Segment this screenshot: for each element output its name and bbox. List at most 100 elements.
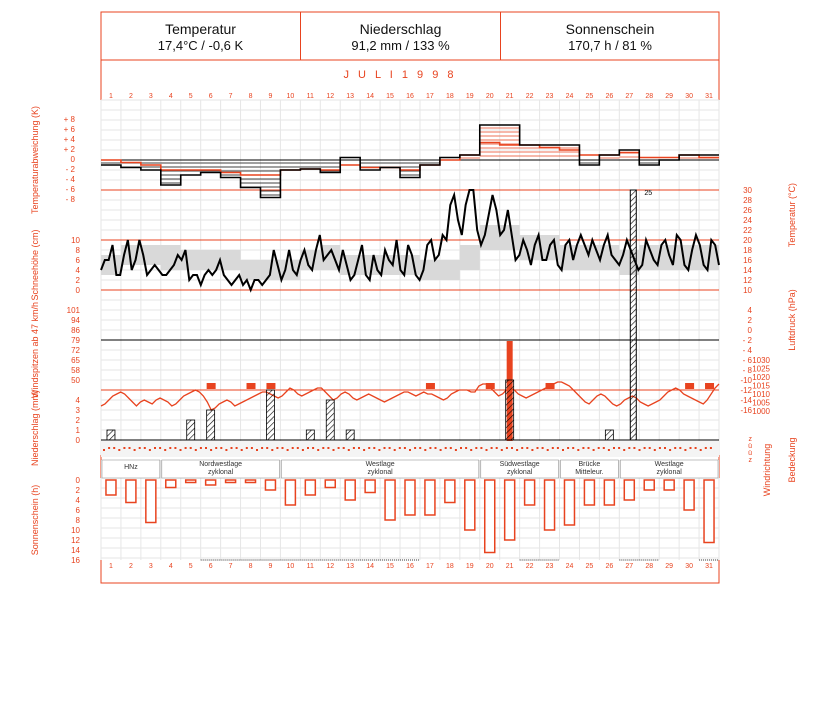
- wind-tick: 94: [71, 316, 80, 325]
- wind-direction-dot: [179, 449, 182, 451]
- day-label-top: 13: [346, 93, 354, 100]
- wind-direction-dot: [633, 447, 636, 449]
- wind-direction-dot: [669, 449, 672, 451]
- day-label-bottom: 7: [229, 563, 233, 570]
- deviation-cell: [300, 160, 320, 169]
- wind-peak-bar: [425, 383, 435, 389]
- precip-tick: 0: [76, 436, 81, 445]
- day-label-bottom: 29: [665, 563, 673, 570]
- sunshine-bar: [583, 479, 596, 506]
- wind-direction-dot: [658, 447, 661, 449]
- wind-direction-dot: [572, 447, 575, 449]
- weather-type-label: zyklonal: [507, 469, 533, 476]
- wind-direction-dot: [256, 449, 258, 451]
- wind-direction-dot: [240, 449, 243, 451]
- wind-direction-dot: [118, 449, 121, 451]
- day-label-bottom: 27: [625, 563, 633, 570]
- wind-direction-dot: [592, 449, 595, 451]
- wind-direction-dot: [577, 449, 580, 451]
- deviation-right-tick: - 8: [743, 366, 753, 375]
- day-label-top: 17: [426, 93, 434, 100]
- pressure-line: [100, 381, 720, 411]
- deviation-right-tick: -10: [740, 376, 752, 385]
- wind-direction-dot: [164, 449, 167, 451]
- weather-type-cell: [161, 459, 280, 479]
- pressure-tick: 1010: [752, 390, 770, 399]
- weather-type-cell: [281, 459, 480, 479]
- wind-direction-dot: [460, 447, 462, 449]
- day-label-top: 7: [229, 93, 233, 100]
- temp-tick-right: 24: [743, 216, 752, 225]
- sunshine-bar: [464, 479, 476, 531]
- temp-tick-right: 10: [743, 286, 752, 295]
- day-label-top: 4: [169, 93, 173, 100]
- wind-direction-dot: [388, 447, 391, 449]
- wind-direction-dot: [296, 447, 299, 449]
- sunshine-tick: 0: [76, 476, 81, 485]
- deviation-right-tick: - 2: [743, 336, 753, 345]
- wind-direction-dot: [271, 449, 274, 451]
- wind-direction-dot: [210, 449, 213, 451]
- wind-direction-dot: [148, 449, 151, 451]
- day-label-bottom: 26: [605, 563, 613, 570]
- wind-direction-dot: [235, 447, 238, 449]
- day-label-bottom: 23: [546, 563, 554, 570]
- wind-direction-dot: [291, 447, 294, 449]
- wind-direction-dot: [628, 447, 631, 449]
- wind-direction-dot: [143, 447, 146, 449]
- weather-type-label: Westlage: [655, 461, 684, 468]
- temp-tick-right: 28: [743, 196, 752, 205]
- wind-direction-dot: [123, 447, 126, 449]
- precip-tick: 4: [76, 396, 81, 405]
- weather-type-label: HNz: [124, 464, 138, 471]
- weather-type-cell: [101, 459, 161, 479]
- wind-peak-bar: [206, 383, 216, 389]
- precip-bar: [604, 429, 614, 441]
- wind-direction-dot: [327, 447, 330, 449]
- wind-tick: 86: [71, 326, 80, 335]
- wind-peak-bar: [705, 383, 715, 389]
- wind-direction-dot: [546, 449, 549, 451]
- precip-tick: 2: [76, 416, 81, 425]
- wind-marker-spike: [629, 189, 637, 441]
- wind-direction-dot: [194, 449, 197, 451]
- wind-direction-dot: [276, 447, 279, 449]
- wind-direction-dot: [409, 449, 411, 451]
- wind-direction-dot: [342, 447, 345, 449]
- wind-direction-dot: [531, 449, 534, 451]
- precip-bar: [325, 399, 335, 441]
- day-label-top: 28: [645, 93, 653, 100]
- cloud-glyph: ü: [748, 443, 752, 450]
- sunshine-bar: [184, 479, 197, 484]
- day-label-top: 3: [149, 93, 153, 100]
- wind-direction-dot: [307, 447, 309, 449]
- day-label-bottom: 8: [249, 563, 253, 570]
- wind-direction-dot: [511, 447, 513, 449]
- wind-direction-dot: [103, 449, 105, 451]
- deviation-cell: [560, 145, 580, 160]
- wind-direction-dot: [398, 447, 401, 449]
- wind-peak-bar: [246, 383, 256, 389]
- day-label-bottom: 2: [129, 563, 133, 570]
- sunshine-tick: 6: [76, 506, 81, 515]
- wind-direction-dot: [694, 447, 697, 449]
- wind-direction-dot: [587, 447, 590, 449]
- wind-tick: 72: [71, 346, 80, 355]
- wind-direction-dot: [113, 447, 116, 449]
- day-label-top: 2: [129, 93, 133, 100]
- temperature-line: [100, 189, 720, 293]
- sunshine-tick: 12: [71, 536, 80, 545]
- wind-tick: 58: [71, 366, 80, 375]
- sunshine-tick: 8: [76, 516, 81, 525]
- wind-direction-dot: [643, 447, 646, 449]
- day-label-bottom: 4: [169, 563, 173, 570]
- deviation-tick: + 2: [64, 145, 76, 154]
- weather-type-label: Brücke: [579, 461, 601, 468]
- wind-direction-dot: [454, 449, 457, 451]
- temp-tick-right: 12: [743, 276, 752, 285]
- wind-direction-dot: [551, 447, 554, 449]
- sunshine-bar: [324, 479, 337, 489]
- wind-peak-bar: [545, 383, 555, 389]
- header-temperature-title: Temperatur: [165, 21, 236, 37]
